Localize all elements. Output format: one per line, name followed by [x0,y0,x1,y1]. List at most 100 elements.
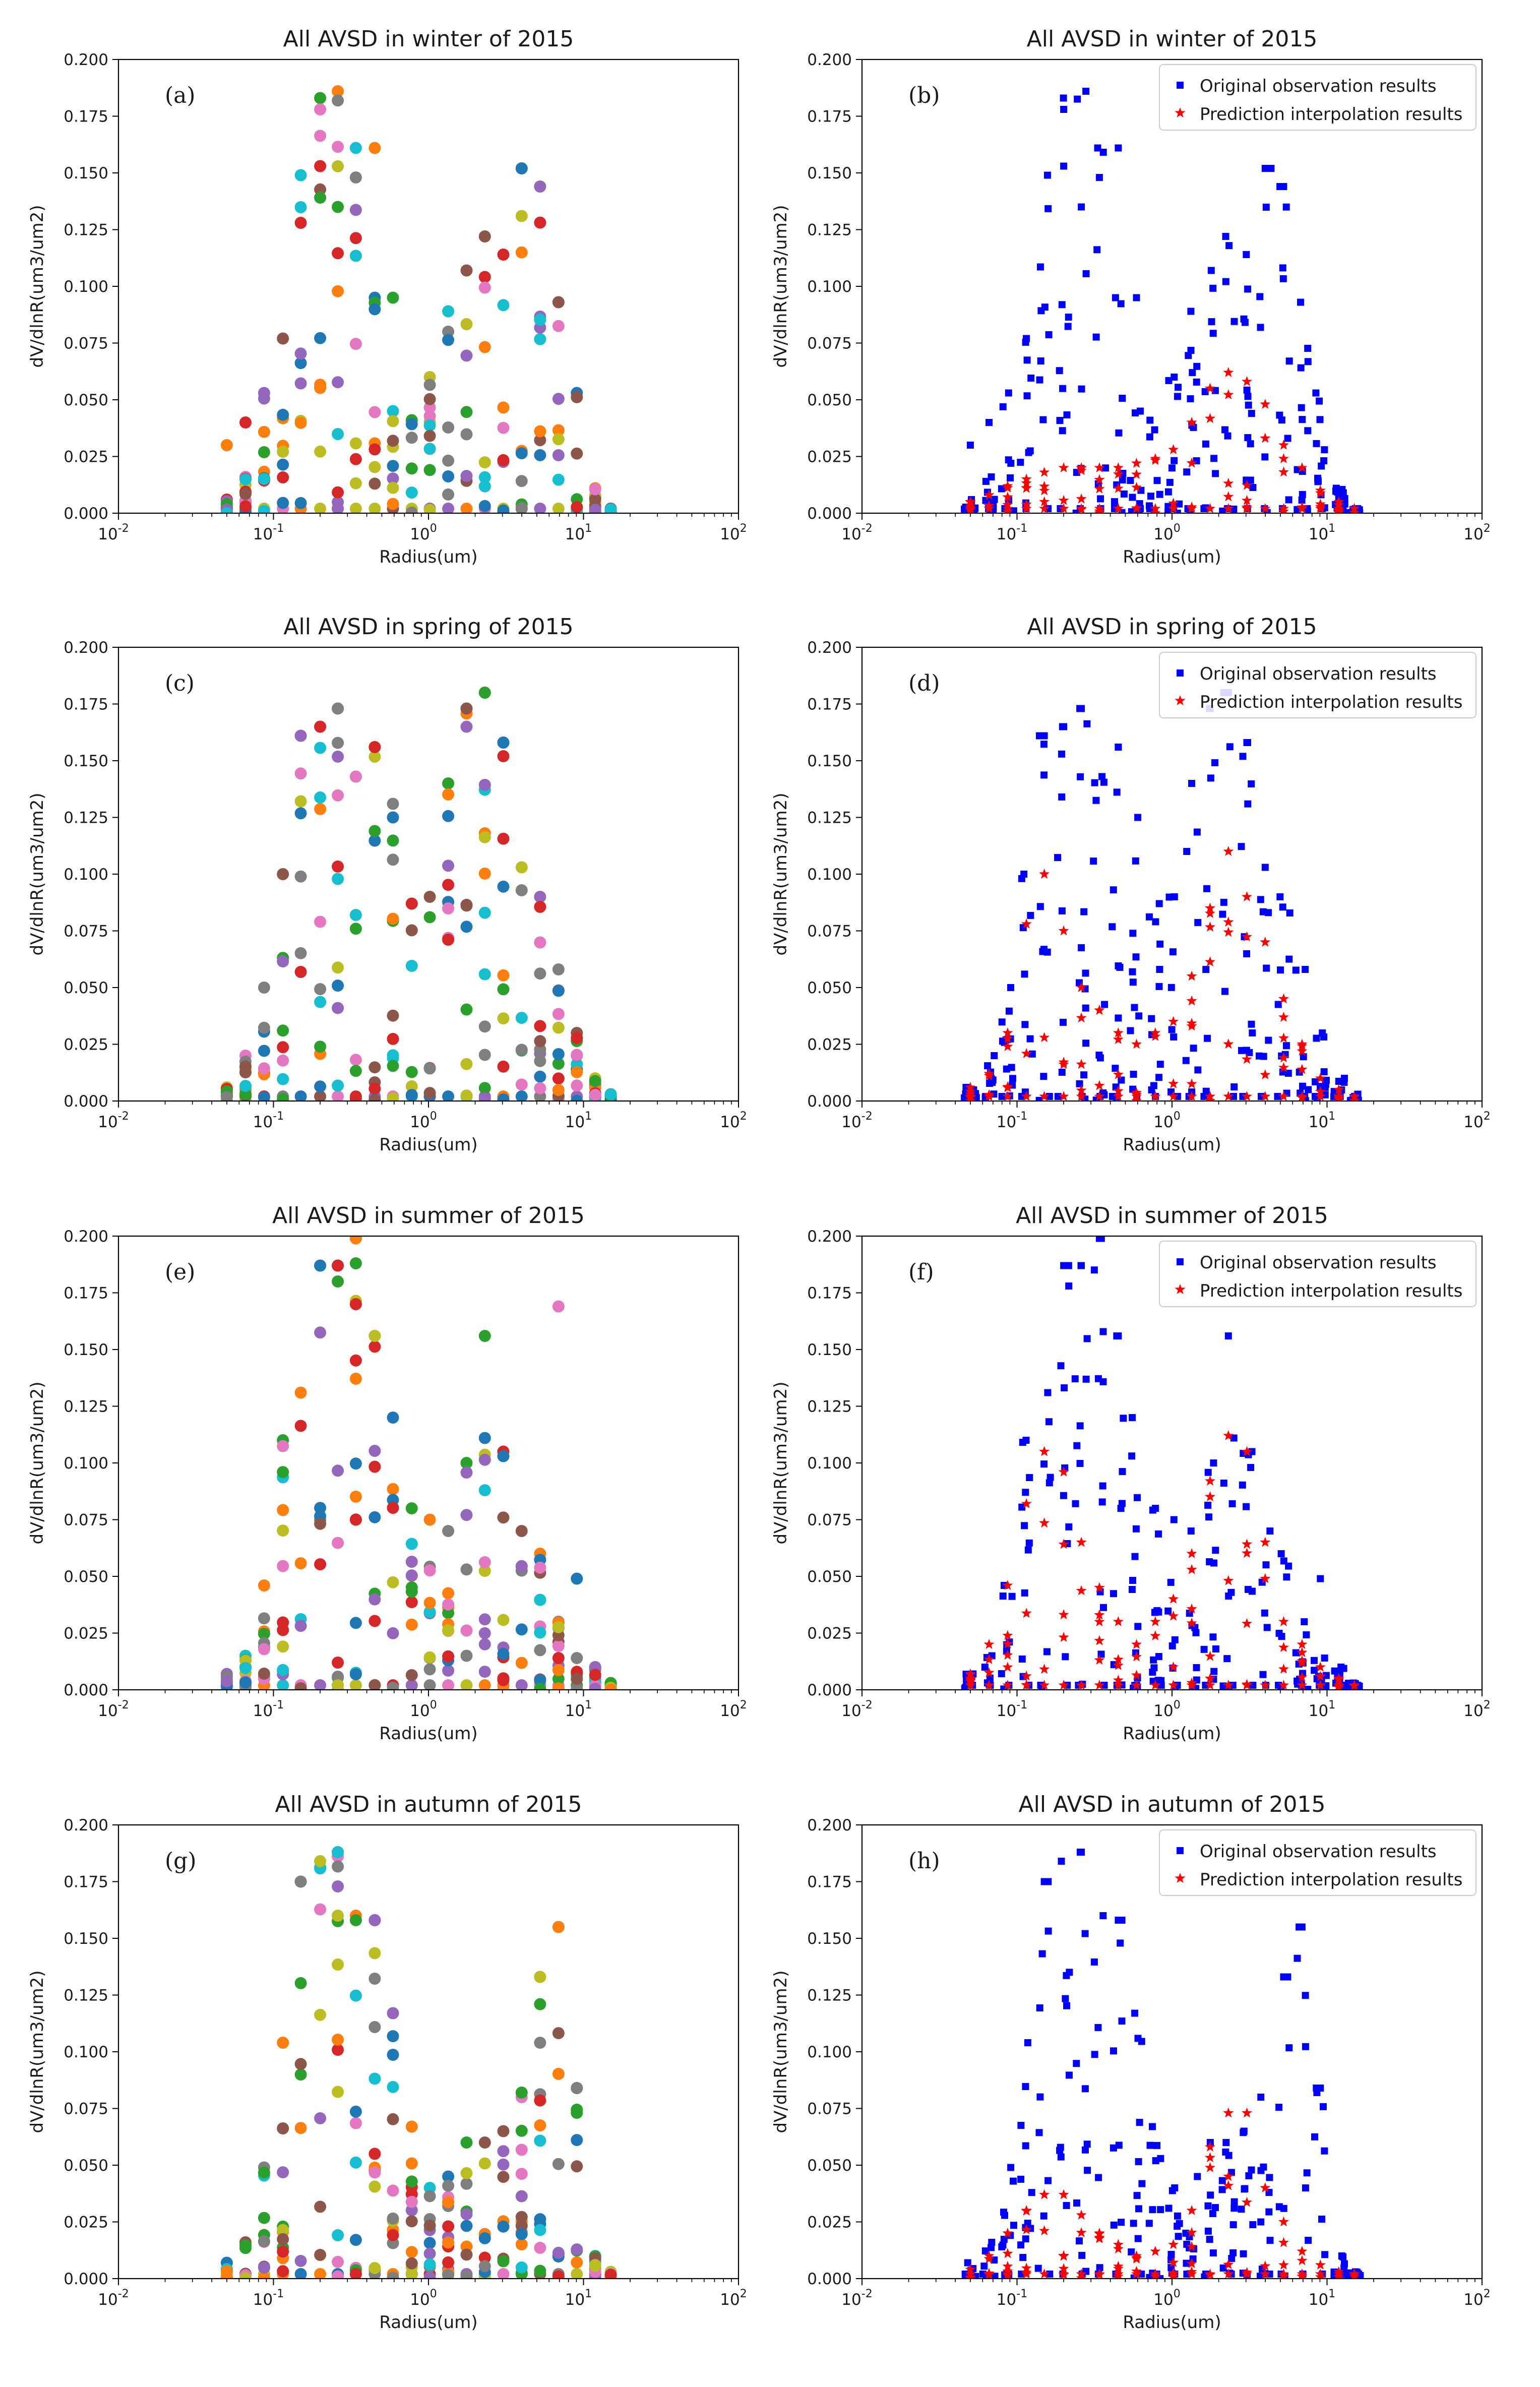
data-point [1280,2205,1287,2212]
data-point [1131,458,1142,468]
data-point [1094,1582,1105,1593]
data-point [405,1618,418,1631]
data-point [332,141,344,153]
data-point [239,2239,252,2252]
data-point [442,934,455,946]
data-point [1061,1384,1068,1391]
legend-box [1159,1241,1476,1307]
data-point [1150,455,1161,465]
data-point [239,416,252,429]
data-point [1021,499,1032,509]
data-point [1168,1642,1176,1649]
data-point [534,314,546,326]
data-point [405,462,418,475]
data-point [1205,1476,1215,1486]
data-point [294,217,307,229]
data-point [1017,2241,1025,2249]
legend-star-marker [1175,1284,1186,1294]
data-point [1220,898,1227,906]
data-point [442,2269,455,2279]
data-point [478,1627,491,1639]
data-point [552,503,565,513]
data-point [368,834,381,847]
data-point [1066,2071,1073,2079]
data-point [1076,1059,1087,1069]
data-point [405,2246,418,2258]
data-point [1113,1616,1124,1626]
data-point [258,1021,270,1034]
data-point [387,912,399,925]
data-point [239,2272,252,2279]
y-tick-label: 0.150 [64,752,108,770]
data-point [1039,485,1050,496]
data-point [478,480,491,493]
data-point [442,2220,455,2233]
data-point [998,1670,1005,1677]
data-point [1058,1632,1069,1642]
data-point [1182,1057,1190,1064]
data-point [497,249,510,261]
data-point [423,401,436,414]
data-point [258,1667,270,1680]
x-tick-base: 10 [1463,1113,1483,1131]
data-point [1260,1069,1271,1079]
data-point [1344,2269,1352,2277]
data-point [552,985,565,997]
data-point [1349,507,1360,513]
x-tick-label: 101 [565,2288,592,2309]
data-point [1008,1064,1015,1071]
data-point [1242,1446,1252,1456]
data-point [277,2265,289,2278]
data-point [314,1679,327,1690]
data-point [981,2247,989,2255]
data-point [368,1061,381,1074]
data-point [1010,2222,1017,2229]
data-point [1081,1095,1089,1101]
data-point [1219,2264,1227,2272]
data-point [1244,393,1252,400]
x-tick-label: 100 [410,1699,437,1720]
y-tick-label: 0.025 [64,448,108,466]
x-tick-base: 10 [98,2291,117,2309]
y-tick-label: 0.125 [807,1987,852,2005]
data-point [983,489,995,500]
data-point [1244,285,1252,293]
data-point [1040,1460,1048,1468]
y-tick-label: 0.025 [807,2214,852,2232]
data-point [1204,2227,1212,2235]
data-point [387,1502,399,1514]
x-tick-label: 10-2 [98,2288,129,2309]
y-tick-label: 0.200 [807,1816,852,1834]
data-point [387,1483,399,1495]
data-point [1130,1684,1137,1690]
data-point [1260,1573,1271,1583]
data-point [1260,937,1271,947]
data-point [983,1654,995,1664]
data-point [1058,2189,1069,2199]
data-point [1209,1633,1217,1641]
data-point [1117,1939,1124,1947]
x-tick-base: 10 [253,1113,273,1131]
data-point [1244,800,1252,808]
legend-box [1159,1829,1476,1896]
data-point [1335,1078,1342,1085]
data-point [1263,1624,1271,1631]
data-point [1095,1236,1103,1242]
data-point [405,924,418,937]
data-point [1174,510,1181,513]
data-point [1332,487,1339,495]
data-point [961,1685,968,1690]
data-point [1021,503,1032,513]
data-point [1164,508,1172,513]
data-point [1098,1498,1106,1506]
data-point [1021,1679,1032,1690]
data-point [983,1639,995,1649]
data-point [460,1649,473,1662]
data-point [1167,2250,1175,2258]
data-point [1002,1041,1013,1051]
data-point [349,171,362,183]
data-point [1058,1057,1069,1067]
data-point [1297,502,1308,512]
data-point [983,500,995,511]
data-point [294,1875,307,1888]
